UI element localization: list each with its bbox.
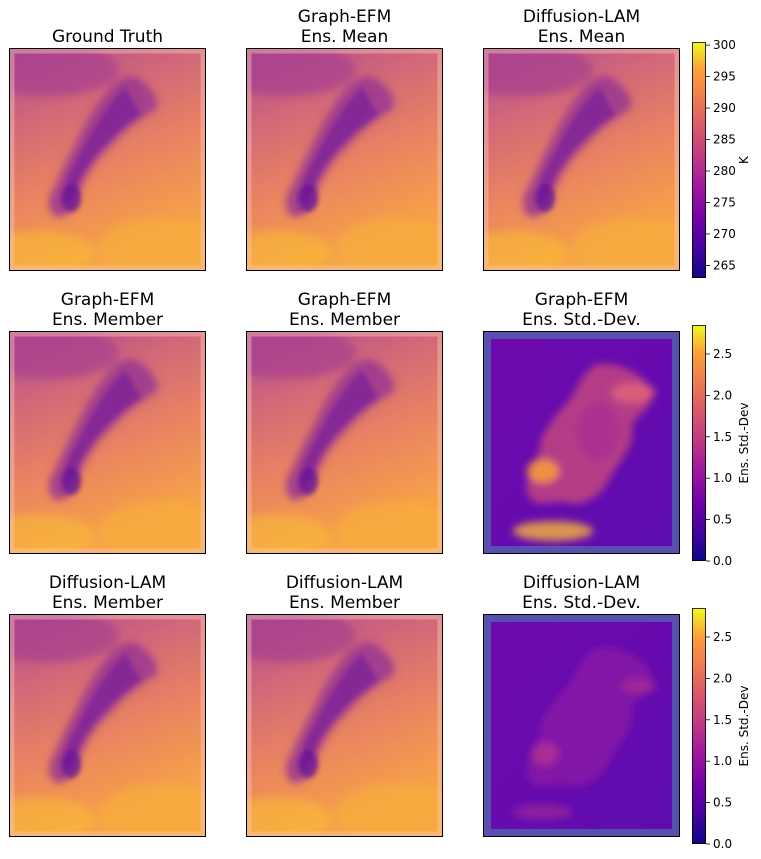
panel-title: Diffusion-LAM xyxy=(523,573,640,593)
panel-title: Ens. Member xyxy=(289,593,400,613)
panel-frame xyxy=(9,331,206,554)
colorbar-label: Ens. Std.-Dev xyxy=(737,686,751,767)
colorbar: 0.0 0.5 1.0 1.5 2.0 2.5 Ens. Std.-Dev xyxy=(692,325,751,568)
colorbar-tick-label: 2.5 xyxy=(713,347,732,361)
colorbar: 265 270 275 280 285 290 295 300 K xyxy=(692,38,751,278)
colorbar-tick-label: 1.0 xyxy=(713,471,732,485)
colorbar-tick-label: 1.5 xyxy=(713,430,732,444)
colorbar-tick-label: 280 xyxy=(713,164,736,178)
colorbar-frame xyxy=(692,42,706,278)
colorbar-frame xyxy=(692,325,706,561)
colorbar-tick-label: 1.5 xyxy=(713,713,732,727)
panel-frame xyxy=(246,614,443,837)
panel-frame xyxy=(483,614,680,837)
panel-frame xyxy=(246,48,443,271)
colorbar-tick-label: 0.5 xyxy=(713,796,732,810)
panel-title: Ens. Member xyxy=(289,310,400,330)
panel-title: Diffusion-LAM xyxy=(286,573,403,593)
colorbar-label: K xyxy=(737,155,751,164)
panel-title: Graph-EFM xyxy=(298,290,391,310)
colorbar-label: Ens. Std.-Dev xyxy=(737,403,751,484)
panel-frame xyxy=(483,331,680,554)
colorbar-tick-label: 2.5 xyxy=(713,630,732,644)
colorbar-tick-label: 2.0 xyxy=(713,388,732,402)
colorbar-tick-label: 0.0 xyxy=(713,837,732,851)
colorbar-tick-label: 0.5 xyxy=(713,513,732,527)
panel-title: Graph-EFM xyxy=(535,290,628,310)
panel-frame xyxy=(483,48,680,271)
panel-title: Ens. Mean xyxy=(301,27,389,47)
colorbar-tick-label: 2.0 xyxy=(713,671,732,685)
colorbar-frame xyxy=(692,608,706,844)
colorbar-tick-label: 285 xyxy=(713,133,736,147)
colorbar-tick-label: 0.0 xyxy=(713,554,732,568)
panel-title: Ground Truth xyxy=(52,27,163,47)
colorbar-gradient xyxy=(692,42,706,278)
colorbar-tick-label: 1.0 xyxy=(713,754,732,768)
colorbar-gradient xyxy=(692,608,706,844)
colorbar-tick-label: 295 xyxy=(713,70,736,84)
colorbar-tick-label: 275 xyxy=(713,195,736,209)
panel-title: Ens. Std.-Dev. xyxy=(522,593,641,613)
colorbar-tick-label: 270 xyxy=(713,227,736,241)
panel-title: Ens. Member xyxy=(52,310,163,330)
panel-title: Ens. Mean xyxy=(538,27,626,47)
colorbar: 0.0 0.5 1.0 1.5 2.0 2.5 Ens. Std.-Dev xyxy=(692,608,751,851)
panel-frame xyxy=(246,331,443,554)
panel-title: Graph-EFM xyxy=(298,7,391,27)
colorbar-tick-label: 300 xyxy=(713,38,736,52)
panel-frame xyxy=(9,614,206,837)
panel-title: Diffusion-LAM xyxy=(49,573,166,593)
panel-title: Diffusion-LAM xyxy=(523,7,640,27)
colorbar-tick-label: 265 xyxy=(713,258,736,272)
panel-title: Ens. Member xyxy=(52,593,163,613)
panel-frame xyxy=(9,48,206,271)
panel-title: Ens. Std.-Dev. xyxy=(522,310,641,330)
panel-title: Graph-EFM xyxy=(61,290,154,310)
colorbar-tick-label: 290 xyxy=(713,101,736,115)
colorbar-gradient xyxy=(692,325,706,561)
heatmap-panel: Ground Truth xyxy=(9,27,206,271)
